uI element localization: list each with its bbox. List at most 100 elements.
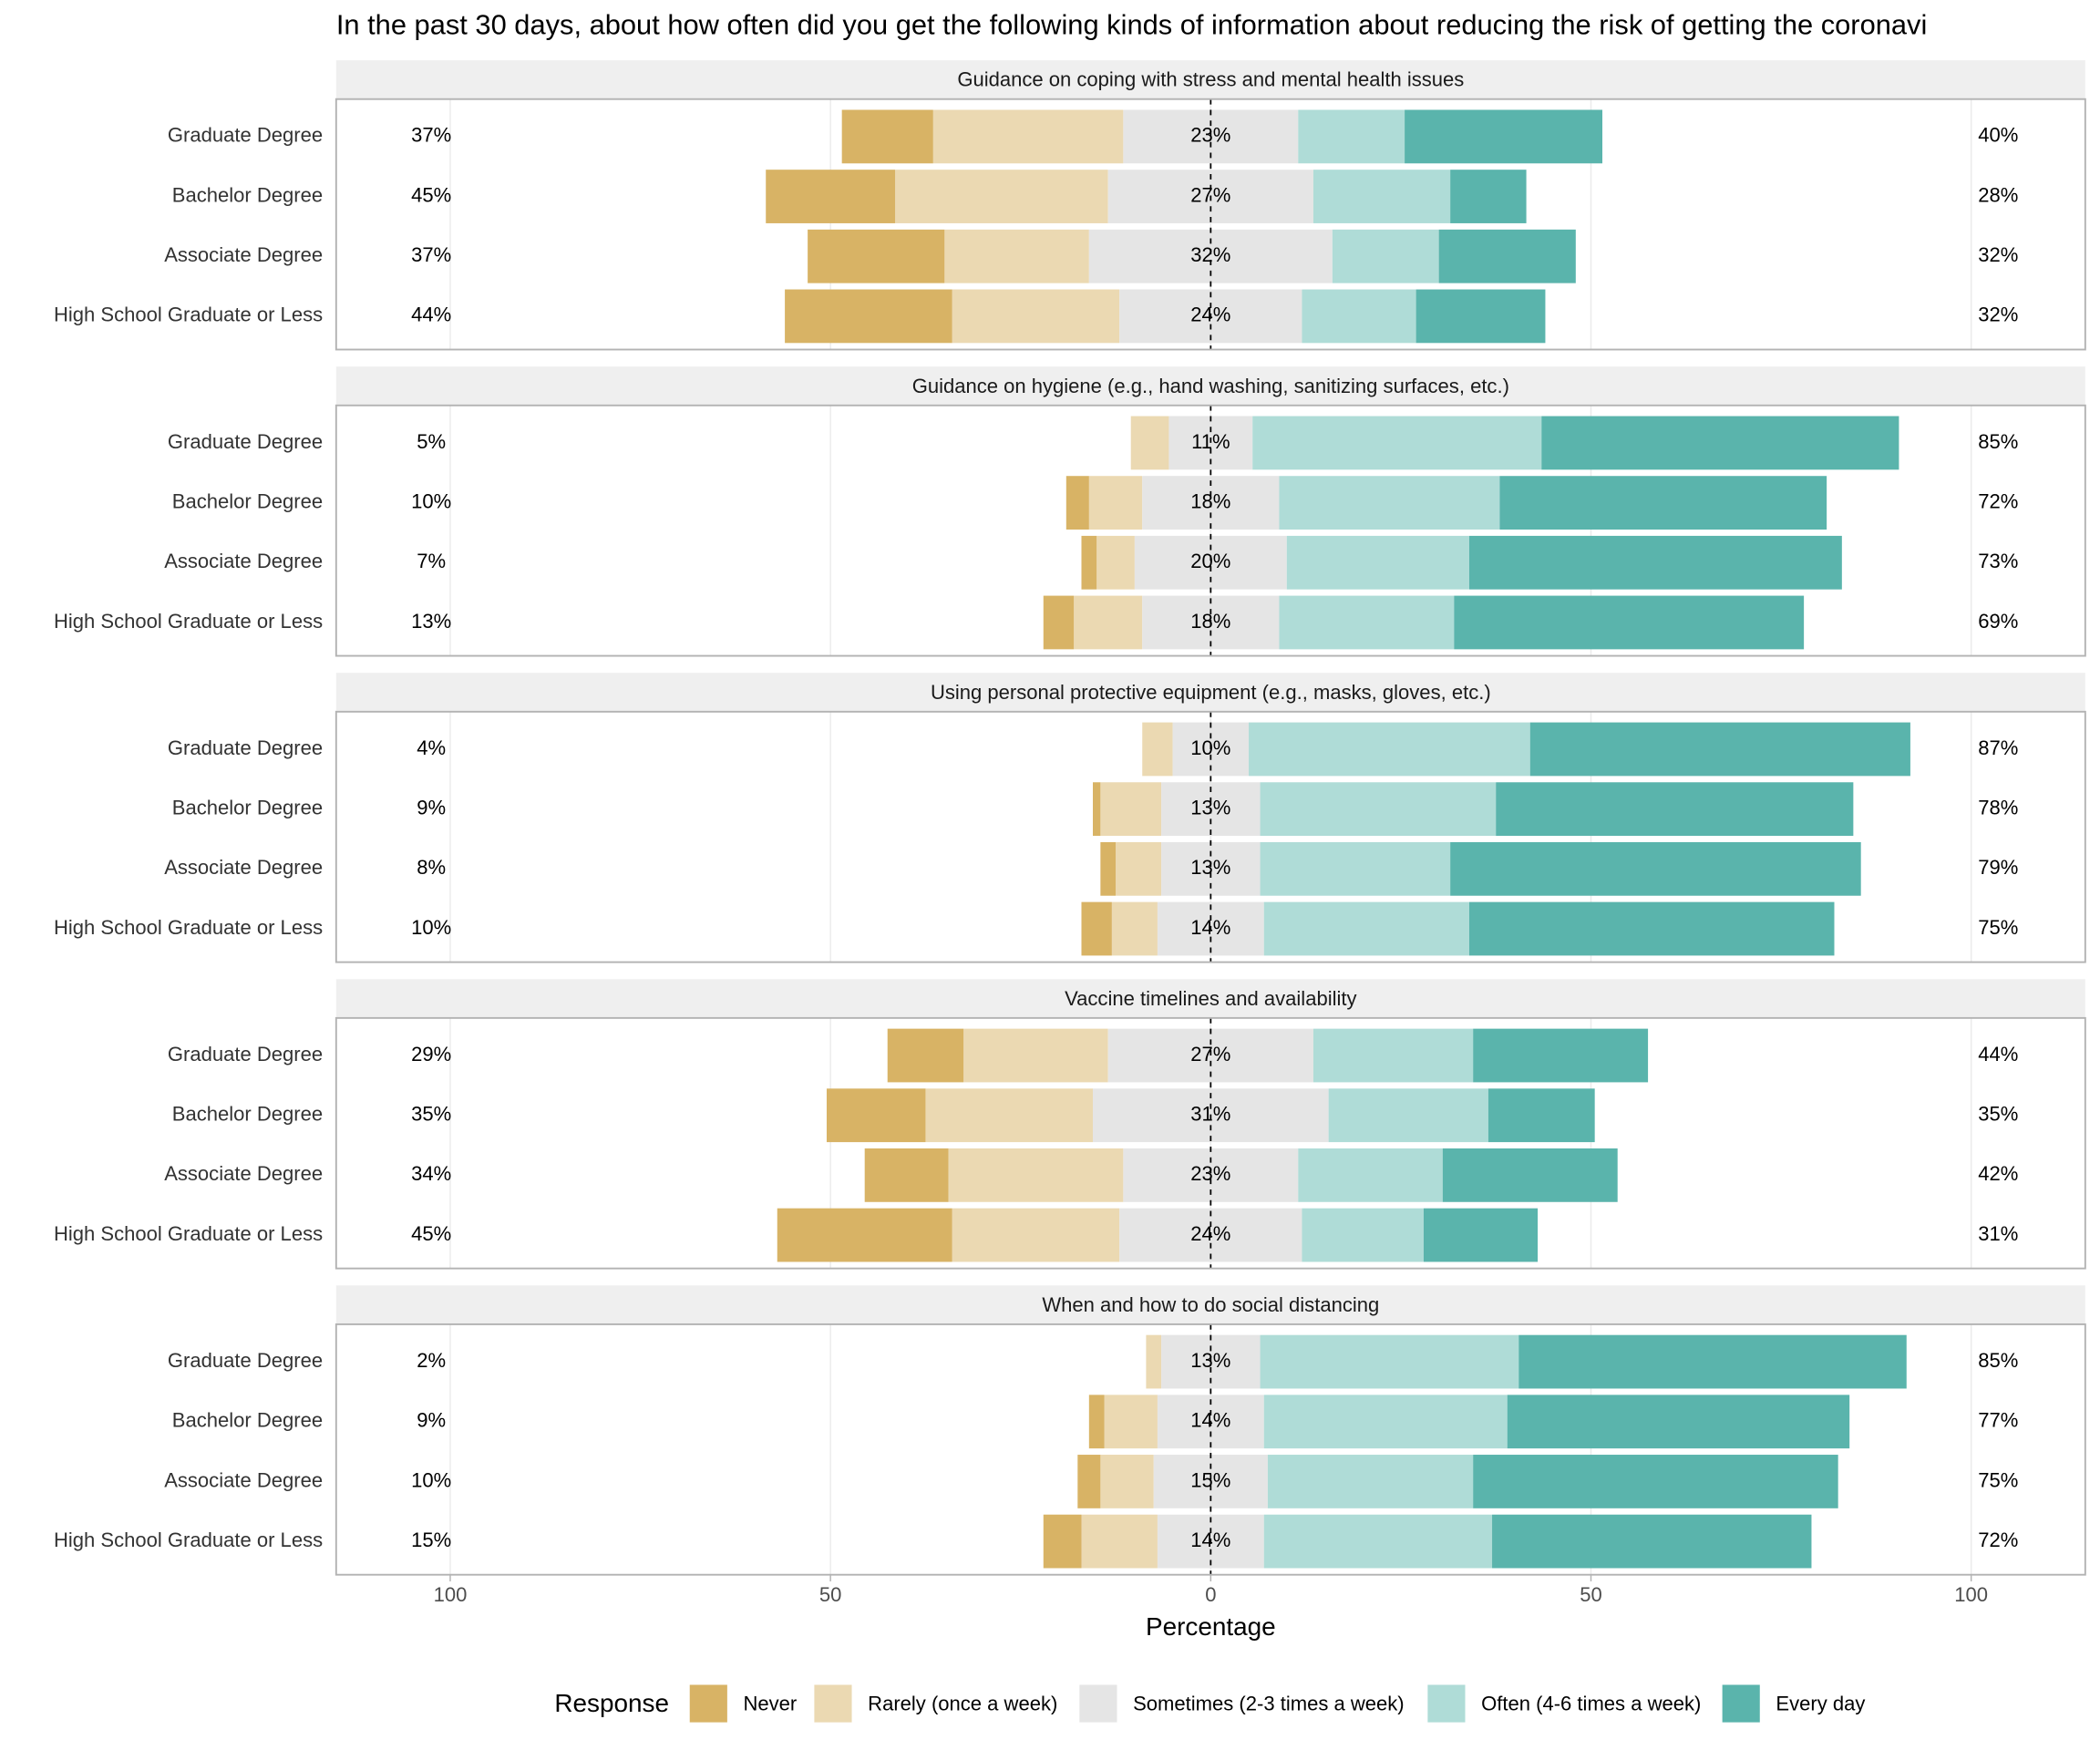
bar-segment bbox=[948, 1148, 1124, 1202]
bar-segment bbox=[1088, 1395, 1105, 1449]
bar-segment bbox=[1279, 595, 1455, 650]
legend-swatch bbox=[1079, 1684, 1117, 1723]
bar-segment bbox=[1286, 535, 1470, 590]
y-tick-label: High School Graduate or Less bbox=[54, 610, 323, 633]
bar-segment bbox=[1469, 535, 1842, 590]
legend-swatch bbox=[1722, 1684, 1760, 1723]
bar-segment bbox=[1065, 476, 1089, 530]
high-label: 42% bbox=[1978, 1162, 2018, 1185]
panel-border bbox=[335, 98, 2086, 351]
y-tick-label: Graduate Degree bbox=[168, 1043, 323, 1065]
low-label: 9% bbox=[417, 796, 446, 818]
bar-segment bbox=[1469, 901, 1835, 956]
low-label: 7% bbox=[417, 550, 446, 572]
bar-segment bbox=[1332, 229, 1439, 283]
legend-label: Often (4-6 times a week) bbox=[1481, 1692, 1701, 1714]
low-label: 10% bbox=[411, 1468, 451, 1491]
bar-segment bbox=[1088, 476, 1143, 530]
bar-segment bbox=[1442, 1148, 1618, 1202]
x-tick-label: 100 bbox=[434, 1583, 468, 1606]
bar-segment bbox=[1100, 841, 1117, 896]
bar-segment bbox=[1116, 841, 1162, 896]
low-label: 13% bbox=[411, 610, 451, 633]
y-tick-label: Bachelor Degree bbox=[172, 183, 323, 206]
bar-segment bbox=[1312, 170, 1451, 223]
low-label: 10% bbox=[411, 916, 451, 939]
low-label: 37% bbox=[411, 124, 451, 147]
bar-segment bbox=[808, 229, 945, 283]
bar-segment bbox=[841, 109, 933, 164]
bar-segment bbox=[826, 1088, 926, 1143]
low-label: 44% bbox=[411, 304, 451, 326]
bar-segment bbox=[1146, 1334, 1162, 1389]
high-label: 77% bbox=[1978, 1409, 2018, 1432]
y-tick-label: High School Graduate or Less bbox=[54, 1222, 323, 1245]
high-label: 73% bbox=[1978, 550, 2018, 572]
bar-segment bbox=[1405, 109, 1603, 164]
facet-strip bbox=[335, 366, 2085, 406]
y-tick-label: Graduate Degree bbox=[168, 1349, 323, 1372]
x-tick-label: 50 bbox=[1580, 1583, 1602, 1606]
bar-segment bbox=[1130, 416, 1169, 470]
y-tick-label: Associate Degree bbox=[164, 1468, 323, 1491]
high-label: 32% bbox=[1978, 243, 2018, 266]
panel-border bbox=[335, 404, 2086, 657]
low-label: 45% bbox=[411, 1222, 451, 1245]
bar-segment bbox=[1529, 722, 1910, 777]
bar-segment bbox=[932, 109, 1124, 164]
bar-segment bbox=[785, 289, 952, 344]
high-label: 85% bbox=[1978, 1349, 2018, 1372]
y-tick-label: Bachelor Degree bbox=[172, 796, 323, 818]
legend-swatch bbox=[1427, 1684, 1466, 1723]
x-tick-label: 100 bbox=[1954, 1583, 1988, 1606]
x-tick-label: 0 bbox=[1205, 1583, 1216, 1606]
facet-strip bbox=[335, 1285, 2085, 1324]
facet-strip bbox=[335, 60, 2085, 99]
legend-label: Sometimes (2-3 times a week) bbox=[1133, 1692, 1405, 1714]
low-label: 5% bbox=[417, 430, 446, 453]
low-label: 2% bbox=[417, 1349, 446, 1372]
bar-segment bbox=[963, 1028, 1108, 1083]
facet-title: When and how to do social distancing bbox=[1042, 1293, 1379, 1316]
high-label: 35% bbox=[1978, 1103, 2018, 1126]
high-label: 28% bbox=[1978, 183, 2018, 206]
bar-segment bbox=[1074, 595, 1143, 650]
high-label: 72% bbox=[1978, 489, 2018, 512]
bar-segment bbox=[1279, 476, 1500, 530]
high-label: 75% bbox=[1978, 916, 2018, 939]
bar-segment bbox=[952, 289, 1120, 344]
bar-segment bbox=[1081, 535, 1097, 590]
panel-border bbox=[335, 710, 2086, 963]
bar-segment bbox=[1302, 289, 1416, 344]
y-tick-label: Bachelor Degree bbox=[172, 489, 323, 512]
bar-segment bbox=[1081, 1514, 1158, 1569]
bar-segment bbox=[1260, 1334, 1519, 1389]
low-label: 8% bbox=[417, 856, 446, 879]
bar-segment bbox=[1077, 1455, 1101, 1508]
y-tick-label: Graduate Degree bbox=[168, 736, 323, 759]
facet-strip bbox=[335, 673, 2085, 712]
bar-segment bbox=[1100, 1455, 1154, 1508]
low-label: 15% bbox=[411, 1529, 451, 1551]
bar-segment bbox=[1249, 722, 1530, 777]
legend-title: Response bbox=[554, 1689, 669, 1717]
legend-label: Every day bbox=[1776, 1692, 1865, 1714]
bar-segment bbox=[1298, 109, 1405, 164]
bar-segment bbox=[1415, 289, 1546, 344]
legend-swatch bbox=[814, 1684, 852, 1723]
bar-segment bbox=[925, 1088, 1094, 1143]
y-tick-label: Graduate Degree bbox=[168, 124, 323, 147]
bar-segment bbox=[1438, 229, 1576, 283]
high-label: 44% bbox=[1978, 1043, 2018, 1065]
y-tick-label: Bachelor Degree bbox=[172, 1103, 323, 1126]
bar-segment bbox=[1260, 841, 1451, 896]
high-label: 40% bbox=[1978, 124, 2018, 147]
high-label: 79% bbox=[1978, 856, 2018, 879]
panel-border bbox=[335, 1016, 2086, 1270]
high-label: 32% bbox=[1978, 304, 2018, 326]
bar-segment bbox=[944, 229, 1089, 283]
y-tick-label: Associate Degree bbox=[164, 856, 323, 879]
low-label: 29% bbox=[411, 1043, 451, 1065]
bar-segment bbox=[1142, 722, 1173, 777]
